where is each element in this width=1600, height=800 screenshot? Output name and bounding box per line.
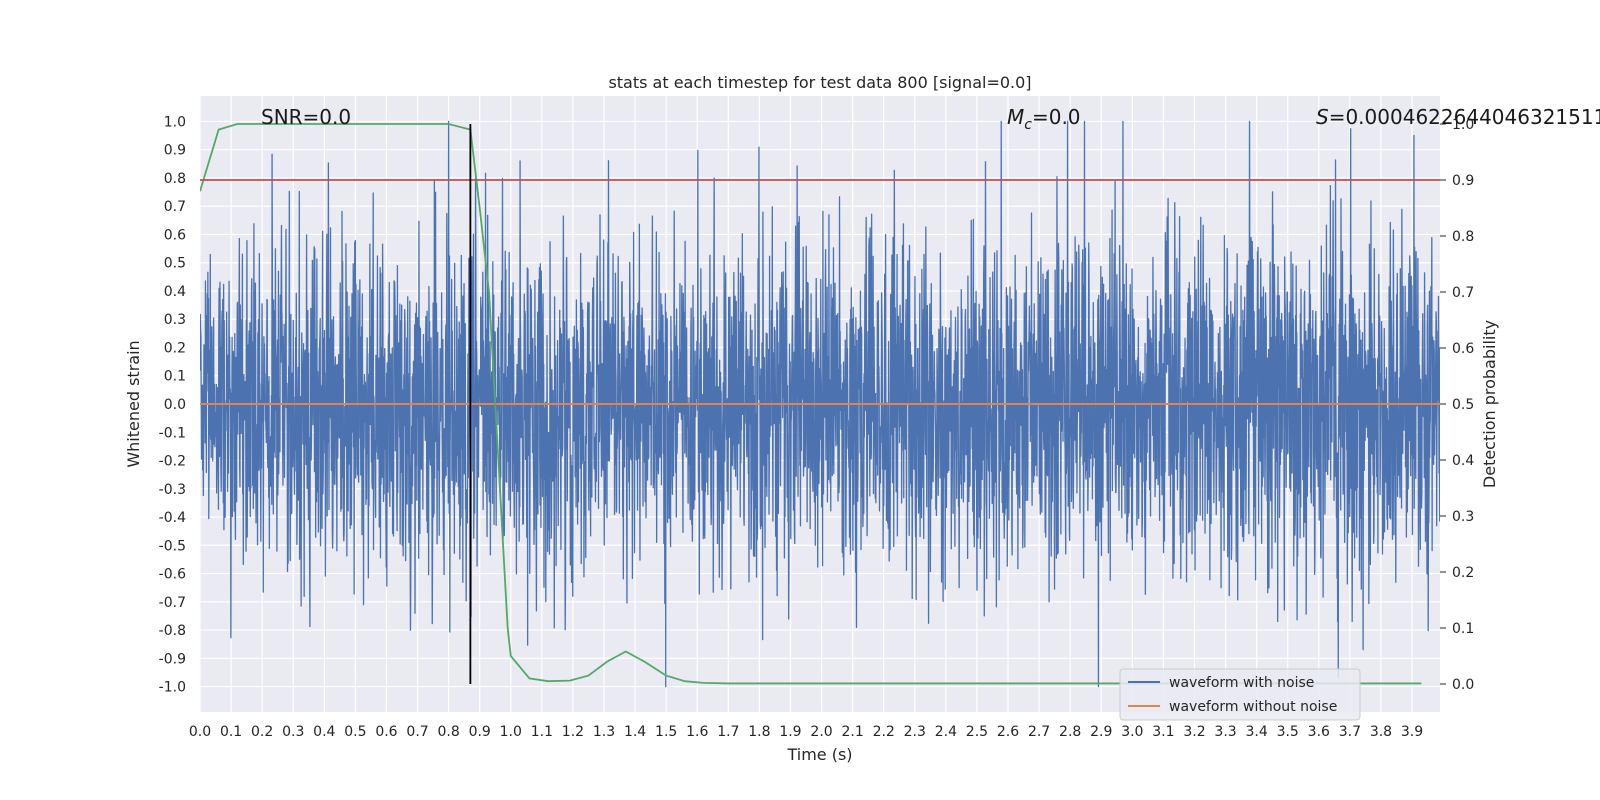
x-tick-label: 1.9 bbox=[779, 724, 801, 740]
x-tick-label: 2.8 bbox=[1059, 724, 1081, 740]
x-tick-label: 2.7 bbox=[1028, 724, 1050, 740]
x-tick-label: 3.2 bbox=[1183, 724, 1205, 740]
legend-box bbox=[1119, 668, 1361, 721]
y-tick-label: 0.7 bbox=[164, 199, 186, 215]
y2-tick-label: 0.5 bbox=[1452, 397, 1474, 413]
annotation-s: S=0.00046226440463215113 bbox=[1316, 105, 1600, 129]
y2-tick-label: 0.7 bbox=[1452, 285, 1474, 301]
x-tick-label: 0.1 bbox=[220, 724, 242, 740]
annotation-s-value: =0.00046226440463215113 bbox=[1329, 105, 1600, 129]
series-detection-probability bbox=[200, 123, 1422, 685]
x-tick-label: 0.5 bbox=[344, 724, 366, 740]
y-tick-label: -1.0 bbox=[159, 680, 186, 696]
y2-tick-label: 0.4 bbox=[1452, 453, 1474, 469]
x-tick-label: 2.3 bbox=[904, 724, 926, 740]
y-tick-label: -0.1 bbox=[159, 425, 186, 441]
x-tick-label: 1.7 bbox=[717, 724, 739, 740]
x-tick-label: 1.0 bbox=[500, 724, 522, 740]
y-tick-label: 0.9 bbox=[164, 143, 186, 159]
x-tick-label: 3.3 bbox=[1214, 724, 1236, 740]
x-tick-label: 3.5 bbox=[1277, 724, 1299, 740]
y-tick-label: -0.5 bbox=[159, 538, 186, 554]
x-tick-label: 2.9 bbox=[1090, 724, 1112, 740]
x-tick-label: 1.5 bbox=[655, 724, 677, 740]
x-tick-label: 1.8 bbox=[748, 724, 770, 740]
y2-tick-label: 0.8 bbox=[1452, 229, 1474, 245]
y2-axis-label: Detection probability bbox=[1480, 320, 1499, 488]
annotation-mc-value: =0.0 bbox=[1032, 105, 1081, 129]
y2-tick-label: 0.0 bbox=[1452, 677, 1474, 693]
x-tick-label: 3.7 bbox=[1339, 724, 1361, 740]
x-tick-label: 0.3 bbox=[282, 724, 304, 740]
x-tick-label: 2.4 bbox=[935, 724, 957, 740]
x-tick-label: 0.0 bbox=[189, 724, 211, 740]
legend: waveform with noise waveform without noi… bbox=[1119, 668, 1361, 721]
y-tick-label: 0.1 bbox=[164, 369, 186, 385]
x-tick-label: 3.4 bbox=[1246, 724, 1268, 740]
y-tick-label: 0.5 bbox=[164, 256, 186, 272]
annotation-mc-symbol: M bbox=[1007, 105, 1024, 129]
x-tick-label: 2.0 bbox=[810, 724, 832, 740]
x-tick-label: 0.7 bbox=[406, 724, 428, 740]
x-tick-label: 1.4 bbox=[624, 724, 646, 740]
y-axis-label: Whitened strain bbox=[124, 340, 143, 467]
y-tick-label: 0.6 bbox=[164, 227, 186, 243]
y-tick-label: -0.7 bbox=[159, 595, 186, 611]
x-tick-label: 1.3 bbox=[593, 724, 615, 740]
y-tick-label: 0.4 bbox=[164, 284, 186, 300]
x-tick-label: 3.0 bbox=[1121, 724, 1143, 740]
x-tick-label: 2.5 bbox=[966, 724, 988, 740]
annotation-s-symbol: S bbox=[1316, 105, 1329, 129]
y-tick-label: 0.3 bbox=[164, 312, 186, 328]
y-tick-label: -0.4 bbox=[159, 510, 186, 526]
y-tick-label: -0.9 bbox=[159, 651, 186, 667]
legend-label-clean: waveform without noise bbox=[1169, 699, 1337, 715]
chart-title: stats at each timestep for test data 800… bbox=[608, 73, 1031, 92]
y2-tick-label: 1.0 bbox=[1452, 117, 1474, 133]
x-tick-label: 2.1 bbox=[841, 724, 863, 740]
x-tick-label: 0.9 bbox=[469, 724, 491, 740]
x-tick-label: 1.6 bbox=[686, 724, 708, 740]
x-tick-label: 0.6 bbox=[375, 724, 397, 740]
x-tick-label: 2.6 bbox=[997, 724, 1019, 740]
legend-label-noise: waveform with noise bbox=[1169, 675, 1314, 691]
x-tick-label: 3.1 bbox=[1152, 724, 1174, 740]
x-tick-label: 2.2 bbox=[873, 724, 895, 740]
y-tick-label: -0.6 bbox=[159, 567, 186, 583]
y-tick-label: -0.8 bbox=[159, 623, 186, 639]
x-tick-label: 0.2 bbox=[251, 724, 273, 740]
y2-tick-label: 0.6 bbox=[1452, 341, 1474, 357]
x-tick-label: 3.8 bbox=[1370, 724, 1392, 740]
y-tick-label: 0.0 bbox=[164, 397, 186, 413]
x-axis-label: Time (s) bbox=[786, 745, 852, 764]
x-tick-label: 3.9 bbox=[1401, 724, 1423, 740]
y-tick-label: -0.2 bbox=[159, 454, 186, 470]
y2-tick-label: 0.3 bbox=[1452, 509, 1474, 525]
y-tick-label: 1.0 bbox=[164, 114, 186, 130]
y-tick-label: 0.2 bbox=[164, 340, 186, 356]
y2-tick-label: 0.1 bbox=[1452, 621, 1474, 637]
x-tick-label: 1.1 bbox=[531, 724, 553, 740]
y-tick-label: 0.8 bbox=[164, 171, 186, 187]
annotation-mc: Mc=0.0 bbox=[1007, 105, 1081, 133]
x-tick-label: 3.6 bbox=[1308, 724, 1330, 740]
y-tick-label: -0.3 bbox=[159, 482, 186, 498]
y2-tick-label: 0.2 bbox=[1452, 565, 1474, 581]
annotation-snr: SNR=0.0 bbox=[261, 105, 351, 129]
x-tick-label: 0.8 bbox=[437, 724, 459, 740]
x-tick-label: 1.2 bbox=[562, 724, 584, 740]
x-tick-label: 0.4 bbox=[313, 724, 335, 740]
y2-tick-label: 0.9 bbox=[1452, 173, 1474, 189]
annotation-mc-subscript: c bbox=[1024, 117, 1032, 133]
